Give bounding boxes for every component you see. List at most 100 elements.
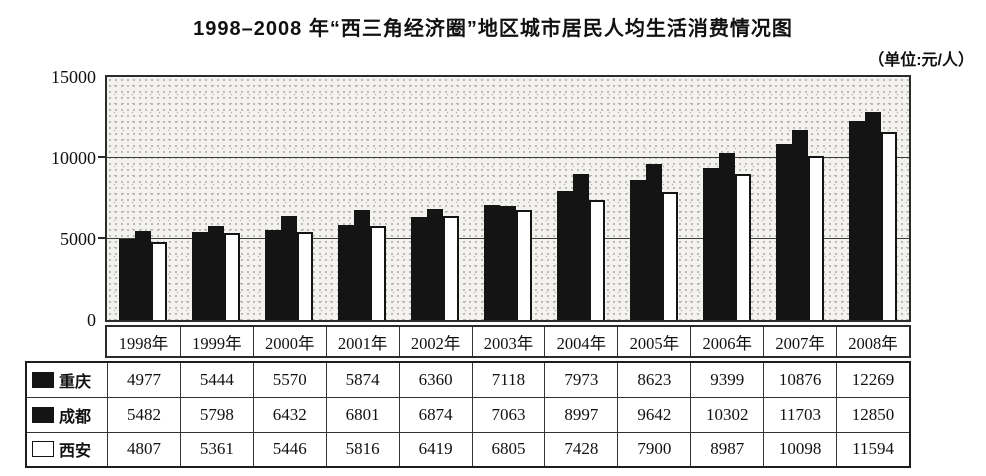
data-table: 重庆 4977 5444 5570 5874 6360 7118 7973 8623 9399 10…: [25, 361, 911, 468]
value-cell: 12269: [836, 363, 909, 398]
legend-swatch: [32, 406, 54, 423]
bar: [411, 217, 428, 320]
y-axis-tick-label: 10000: [51, 148, 96, 168]
bar: [864, 112, 881, 320]
bar-group: [690, 77, 763, 320]
bar: [224, 233, 241, 320]
value-cell: 7063: [471, 397, 545, 432]
value-cell: 5874: [325, 363, 399, 398]
series-name-label: 西安: [59, 443, 92, 461]
bar: [192, 232, 209, 320]
bar: [427, 209, 444, 320]
y-axis-tick-label: 5000: [60, 229, 96, 249]
value-cell: 8987: [690, 431, 764, 466]
bar: [588, 200, 605, 320]
year-header-cell: 2005年: [617, 327, 690, 356]
value-cell: 7428: [544, 431, 618, 466]
value-cell: 9399: [690, 363, 763, 398]
year-header-cell: 2007年: [763, 327, 836, 356]
legend-swatch: [32, 441, 54, 458]
value-cell: 5570: [252, 363, 326, 398]
value-cell: 5482: [107, 397, 180, 432]
bar-group: [326, 77, 399, 320]
value-cell: 5798: [179, 397, 253, 432]
bar: [572, 174, 589, 320]
year-header-cell: 2002年: [398, 327, 472, 356]
value-cell: 12850: [836, 397, 909, 432]
value-cell: 5361: [179, 431, 253, 466]
bar: [775, 144, 792, 320]
bar: [208, 226, 225, 320]
value-cell: 6801: [325, 397, 399, 432]
value-cell: 10876: [763, 363, 836, 398]
value-cell: 11594: [836, 431, 909, 466]
value-cell: 7973: [544, 363, 617, 398]
bar-group: [836, 77, 909, 320]
bar: [880, 132, 897, 320]
bar: [702, 168, 719, 320]
y-axis-tick: [98, 237, 107, 239]
bar: [297, 232, 314, 320]
bar: [281, 216, 298, 320]
bar-group: [180, 77, 253, 320]
year-header-row: 1998年 1999年 2000年 2001年 2002年 2003年 2004年 2005年…: [105, 325, 911, 358]
value-cell: 6805: [471, 431, 545, 466]
year-header-cell: 1998年: [118, 333, 169, 353]
bar: [443, 216, 460, 320]
bar-group: [472, 77, 545, 320]
series-name-label: 重庆: [59, 374, 92, 392]
bar: [499, 206, 516, 320]
value-cell: 8623: [617, 363, 690, 398]
bar: [734, 174, 751, 320]
value-cell: 6419: [398, 431, 472, 466]
bar: [556, 191, 573, 320]
value-cell: 7900: [617, 431, 691, 466]
value-cell: 11703: [763, 397, 837, 432]
value-cell: 10302: [690, 397, 764, 432]
bar: [354, 210, 371, 320]
bar: [151, 242, 168, 320]
series-name-label: 成都: [59, 408, 92, 426]
bar-group: [763, 77, 836, 320]
bar: [661, 192, 678, 320]
year-header-cell: 2001年: [325, 327, 399, 356]
value-cell: 4977: [107, 363, 180, 398]
bar-group: [253, 77, 326, 320]
bar-group: [107, 77, 180, 320]
value-cell: 10098: [763, 431, 837, 466]
value-cell: 5816: [325, 431, 399, 466]
value-cell: 5446: [252, 431, 326, 466]
legend-cell: 成都: [27, 397, 107, 431]
y-axis-tick-label: 0: [87, 310, 96, 330]
gridline: [107, 157, 909, 158]
legend-swatch: [32, 372, 54, 389]
bar: [807, 156, 824, 320]
chart-title: 1998–2008 年“西三角经济圈”地区城市居民人均生活消费情况图: [193, 18, 793, 40]
year-header-cell: 2000年: [252, 327, 326, 356]
year-header-cell: 2004年: [544, 327, 617, 356]
year-header-cell: 2008年: [836, 327, 909, 356]
bar: [119, 239, 136, 320]
plot-area: [98, 75, 911, 322]
bar: [718, 153, 735, 320]
year-header-cell: 1999年: [179, 327, 253, 356]
legend-cell: 西安: [27, 431, 107, 466]
y-axis-tick-label: 15000: [51, 67, 96, 87]
bar: [370, 226, 387, 320]
bar-group: [544, 77, 617, 320]
value-cell: 5444: [179, 363, 253, 398]
bar: [515, 210, 532, 320]
bar-group: [399, 77, 472, 320]
year-header-cell: 2006年: [690, 327, 763, 356]
year-header-cell: 2003年: [471, 327, 545, 356]
y-axis-tick: [98, 156, 107, 158]
value-cell: 6432: [252, 397, 326, 432]
bar: [483, 205, 500, 320]
value-cell: 7118: [471, 363, 545, 398]
bar: [645, 164, 662, 320]
bar: [265, 230, 282, 320]
legend-cell: 重庆: [27, 363, 107, 397]
bar: [135, 231, 152, 320]
bar: [848, 121, 865, 320]
